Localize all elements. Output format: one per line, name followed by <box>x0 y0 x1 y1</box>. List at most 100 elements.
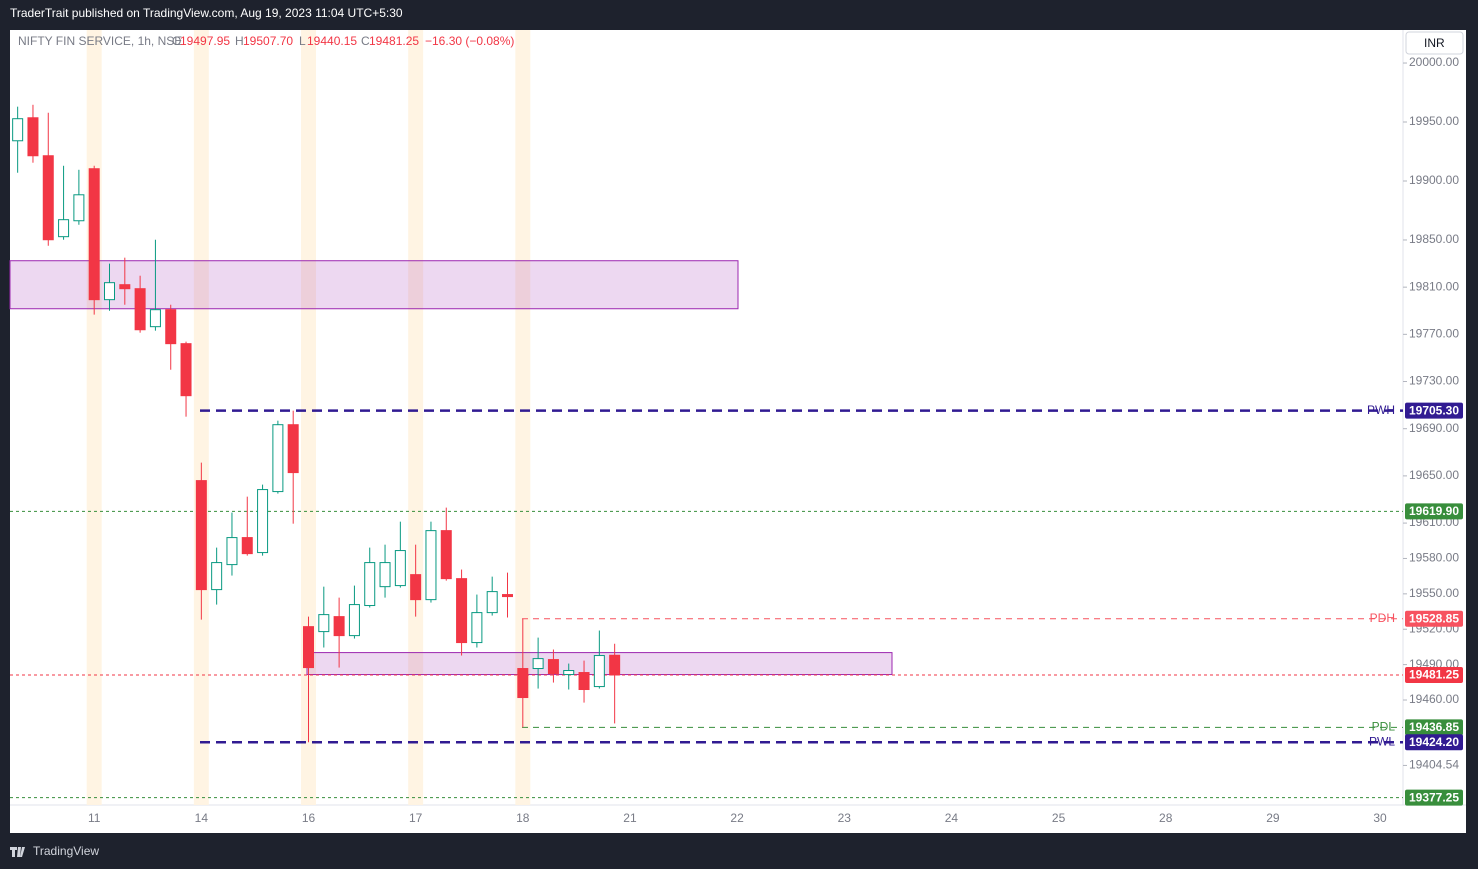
chart-area <box>10 30 1466 833</box>
ohlc-value: 19481.25 <box>369 34 419 48</box>
candle-body <box>547 659 559 675</box>
price-tag <box>1405 666 1463 683</box>
y-tick-label: 19690.00 <box>1409 421 1459 435</box>
publish-note: TraderTrait published on TradingView.com… <box>10 6 403 20</box>
candle-body <box>502 594 513 598</box>
candle-body <box>58 219 70 238</box>
x-tick-label: 18 <box>516 811 530 825</box>
ohlc-key: C <box>361 34 370 48</box>
candle-body <box>348 604 360 637</box>
candle-body <box>226 537 238 566</box>
candle-body <box>272 424 284 493</box>
x-tick-label: 22 <box>730 811 744 825</box>
x-tick-label: 25 <box>1052 811 1066 825</box>
price-tag <box>1405 402 1463 419</box>
price-tag-label: 19619.90 <box>1409 504 1459 518</box>
candle-body <box>257 489 269 554</box>
candle-body <box>195 480 207 591</box>
y-tick-label: 19650.00 <box>1409 468 1459 482</box>
ohlc-key: O <box>172 34 181 48</box>
price-tag <box>1405 719 1463 736</box>
x-tick-label: 14 <box>195 811 209 825</box>
currency-button[interactable] <box>1405 31 1464 55</box>
y-tick-label: 19580.00 <box>1409 551 1459 565</box>
price-tag-label: 19436.85 <box>1409 720 1459 734</box>
candle-body <box>425 530 437 601</box>
price-tag-label: 19528.85 <box>1409 611 1459 625</box>
ohlc-key: L <box>299 34 306 48</box>
candle-body <box>241 537 253 555</box>
candle-body <box>532 658 544 670</box>
candle-body <box>471 612 483 644</box>
session-highlight <box>86 30 102 805</box>
price-tag <box>1405 610 1463 627</box>
candle-body <box>364 562 376 607</box>
level-name: PWH <box>1367 403 1395 417</box>
candle-body <box>180 343 192 397</box>
level-name: PWL <box>1369 734 1395 748</box>
level-name: PDH <box>1370 611 1395 625</box>
candle-body <box>486 591 498 614</box>
candle-body <box>119 284 131 290</box>
candle-body <box>165 309 177 345</box>
candle-body <box>456 578 468 644</box>
candle-body <box>410 574 422 601</box>
ohlc-value: 19507.70 <box>243 34 293 48</box>
session-highlight <box>408 30 424 805</box>
candle-body <box>318 614 330 633</box>
y-tick-label: 19404.54 <box>1409 758 1459 772</box>
y-tick-label: 19460.00 <box>1409 692 1459 706</box>
session-highlight <box>301 30 316 805</box>
ohlc-value: 19440.15 <box>307 34 357 48</box>
price-tag-label: 19377.25 <box>1409 790 1459 804</box>
candle-body <box>333 616 345 637</box>
price-tag <box>1405 789 1463 806</box>
level-name: PDL <box>1372 719 1396 733</box>
footer-logo <box>10 847 25 857</box>
candle-body <box>88 168 100 301</box>
candle-body <box>563 670 575 676</box>
candle-body <box>379 562 391 588</box>
x-tick-label: 24 <box>945 811 959 825</box>
candle-body <box>134 288 146 331</box>
candle-body <box>211 562 223 591</box>
candle-body <box>149 309 161 328</box>
x-tick-label: 29 <box>1266 811 1280 825</box>
candle-body <box>42 155 54 241</box>
price-tag-label: 19424.20 <box>1409 735 1459 749</box>
y-tick-label: 19900.00 <box>1409 173 1459 187</box>
currency-label[interactable]: INR <box>1424 36 1445 50</box>
ohlc-key: H <box>235 34 244 48</box>
y-tick-label: 19770.00 <box>1409 327 1459 341</box>
candle-body <box>578 672 590 691</box>
candle-body <box>12 118 24 142</box>
x-tick-label: 21 <box>623 811 637 825</box>
x-tick-label: 28 <box>1159 811 1173 825</box>
change: −16.30 (−0.08%) <box>425 34 514 48</box>
session-highlight <box>193 30 209 805</box>
candle-body <box>27 117 39 157</box>
zone <box>9 260 739 310</box>
price-tag-label: 19481.25 <box>1409 668 1459 682</box>
symbol: NIFTY FIN SERVICE, 1h, NSE <box>18 34 182 48</box>
candle-body <box>517 668 529 699</box>
x-tick-label: 11 <box>88 811 101 825</box>
y-tick-label: 20000.00 <box>1409 55 1459 69</box>
candle-body <box>287 424 299 474</box>
y-tick-label: 19950.00 <box>1409 114 1459 128</box>
footer-brand: TradingView <box>33 844 99 858</box>
candle-body <box>73 194 85 222</box>
price-tag <box>1405 734 1463 751</box>
y-tick-label: 19810.00 <box>1409 279 1459 293</box>
price-tag-label: 19705.30 <box>1409 403 1459 417</box>
y-tick-label: 19850.00 <box>1409 232 1459 246</box>
x-tick-label: 30 <box>1373 811 1387 825</box>
candle-body <box>303 626 314 669</box>
x-tick-label: 16 <box>302 811 316 825</box>
price-tag <box>1405 503 1463 520</box>
x-tick-label: 23 <box>838 811 852 825</box>
y-tick-label: 19550.00 <box>1409 586 1459 600</box>
y-tick-label: 19730.00 <box>1409 374 1459 388</box>
